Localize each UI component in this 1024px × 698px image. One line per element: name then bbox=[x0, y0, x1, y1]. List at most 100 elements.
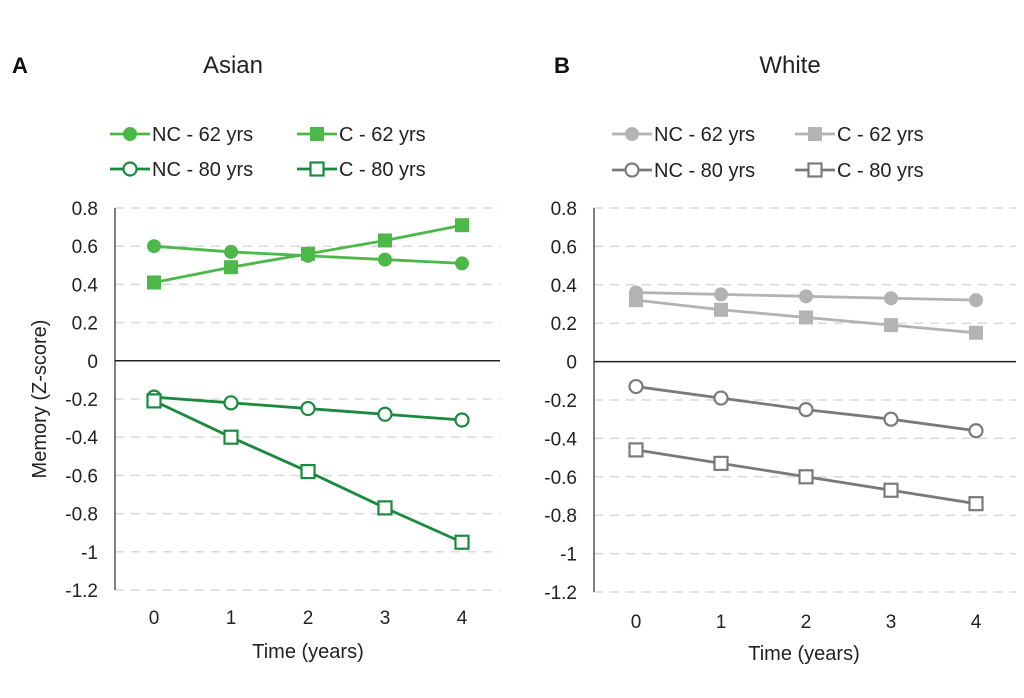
y-tick-label: -0.2 bbox=[544, 391, 577, 412]
data-point bbox=[884, 318, 898, 333]
legend-marker bbox=[122, 161, 138, 177]
data-point bbox=[455, 256, 469, 271]
x-tick-label: 3 bbox=[886, 612, 897, 633]
data-point bbox=[223, 429, 239, 445]
data-point bbox=[300, 400, 316, 417]
data-point bbox=[455, 218, 469, 233]
panel-letter: A bbox=[12, 53, 28, 78]
data-point bbox=[454, 534, 470, 550]
data-point bbox=[799, 289, 813, 304]
data-point bbox=[378, 233, 392, 248]
x-tick-label: 2 bbox=[801, 612, 812, 633]
data-point bbox=[224, 260, 238, 275]
y-tick-label: -0.8 bbox=[65, 505, 98, 526]
data-point bbox=[300, 463, 316, 480]
data-point bbox=[629, 293, 643, 308]
series-2 bbox=[147, 218, 469, 290]
data-point bbox=[147, 239, 161, 254]
legend-marker bbox=[625, 127, 639, 141]
x-axis-label: Time (years) bbox=[252, 641, 363, 663]
data-point bbox=[378, 252, 392, 267]
chart-title: White bbox=[759, 52, 820, 79]
data-point bbox=[969, 293, 983, 308]
data-point bbox=[628, 378, 644, 395]
y-tick-label: -0.4 bbox=[544, 429, 577, 450]
y-tick-label: -1 bbox=[81, 543, 98, 564]
legend-marker bbox=[309, 161, 325, 177]
legend-entry: C - 80 yrs bbox=[297, 159, 426, 181]
x-tick-label: 4 bbox=[971, 612, 982, 633]
x-tick-label: 0 bbox=[631, 612, 642, 633]
y-tick-label: 0.2 bbox=[551, 314, 577, 335]
legend-label: C - 62 yrs bbox=[339, 124, 426, 146]
data-point bbox=[454, 412, 470, 428]
data-point bbox=[883, 411, 899, 427]
data-point bbox=[714, 287, 728, 302]
data-point bbox=[224, 244, 238, 259]
legend-label: NC - 62 yrs bbox=[654, 124, 755, 146]
y-tick-label: 0 bbox=[566, 353, 577, 374]
y-tick-label: 0.8 bbox=[551, 199, 577, 220]
legend-marker bbox=[123, 127, 137, 141]
y-tick-label: 0 bbox=[87, 352, 98, 373]
y-tick-label: -1.2 bbox=[65, 581, 98, 602]
legend-label: C - 62 yrs bbox=[837, 124, 924, 146]
data-point bbox=[798, 469, 814, 485]
y-tick-label: 0.4 bbox=[72, 275, 99, 296]
legend-marker bbox=[808, 127, 822, 141]
series-4 bbox=[146, 393, 470, 550]
y-tick-label: 0.2 bbox=[72, 314, 98, 335]
data-point bbox=[713, 390, 729, 406]
legend-marker bbox=[807, 162, 823, 178]
legend-entry: NC - 62 yrs bbox=[612, 124, 755, 146]
data-point bbox=[714, 302, 728, 317]
chart-panel-b: B White 0.8 0.6 0.4 0.2 0 -0.2 -0.4 -0.6 -0.8 -1 -1.… bbox=[544, 52, 1016, 665]
x-tick-label: 1 bbox=[716, 612, 727, 633]
data-point bbox=[799, 310, 813, 325]
data-point bbox=[377, 406, 393, 422]
legend-marker bbox=[310, 127, 324, 141]
x-tick-label: 1 bbox=[226, 608, 237, 629]
legend-entry: C - 62 yrs bbox=[297, 124, 426, 146]
y-tick-label: -0.8 bbox=[544, 506, 577, 527]
data-point bbox=[883, 482, 899, 498]
legend-entry: NC - 80 yrs bbox=[612, 160, 755, 182]
y-axis-label: Memory (Z-score) bbox=[29, 320, 51, 479]
legend-marker bbox=[624, 162, 640, 178]
series-1 bbox=[629, 285, 983, 308]
data-point bbox=[147, 275, 161, 290]
series-2 bbox=[629, 293, 983, 340]
legend-label: C - 80 yrs bbox=[339, 159, 426, 181]
legend-entry: NC - 80 yrs bbox=[110, 159, 253, 181]
legend-entry: C - 62 yrs bbox=[795, 124, 924, 146]
y-tick-label: -1.2 bbox=[544, 583, 577, 604]
series-4 bbox=[628, 442, 984, 512]
data-point bbox=[798, 402, 814, 418]
panel-letter: B bbox=[554, 53, 570, 78]
legend-entry: NC - 62 yrs bbox=[110, 124, 253, 146]
legend-label: NC - 80 yrs bbox=[152, 159, 253, 181]
chart-panel-a: A Asian 0.8 0.6 0.4 0.2 0 -0.2 -0.4 -0.6 -0.8 -1 -1.… bbox=[12, 52, 500, 663]
legend-label: NC - 80 yrs bbox=[654, 160, 755, 182]
y-tick-label: 0.6 bbox=[72, 237, 98, 258]
legend-label: NC - 62 yrs bbox=[152, 124, 253, 146]
y-tick-label: 0.4 bbox=[551, 276, 578, 297]
x-tick-label: 2 bbox=[303, 608, 314, 629]
data-point bbox=[969, 325, 983, 340]
data-point bbox=[377, 500, 393, 516]
data-point bbox=[223, 395, 239, 411]
legend-label: C - 80 yrs bbox=[837, 160, 924, 182]
y-tick-label: -0.6 bbox=[544, 468, 577, 489]
data-point bbox=[628, 442, 644, 458]
x-tick-label: 0 bbox=[149, 608, 160, 629]
legend-entry: C - 80 yrs bbox=[795, 160, 924, 182]
data-point bbox=[713, 455, 729, 471]
data-point bbox=[146, 393, 162, 409]
y-tick-label: 0.8 bbox=[72, 199, 98, 220]
y-tick-label: -0.4 bbox=[65, 428, 98, 449]
y-tick-label: -0.2 bbox=[65, 390, 98, 411]
y-tick-label: -1 bbox=[560, 545, 577, 566]
data-point bbox=[968, 496, 984, 512]
x-tick-label: 4 bbox=[457, 608, 468, 629]
